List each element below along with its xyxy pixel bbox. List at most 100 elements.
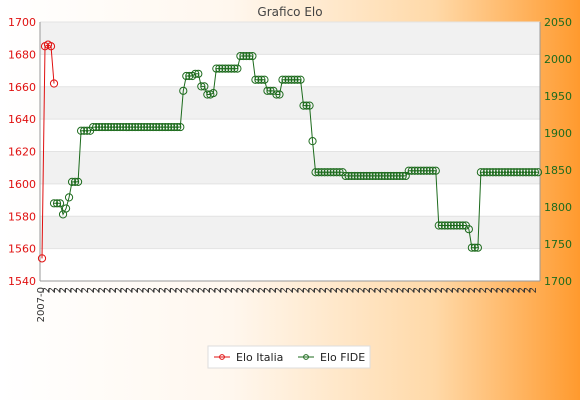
x-tick-label: 2 — [290, 287, 301, 293]
data-point — [332, 168, 341, 177]
chart-legend: Elo Italia Elo FIDE — [207, 345, 371, 369]
data-point — [521, 168, 531, 177]
data-point — [428, 166, 437, 175]
data-point — [383, 171, 392, 181]
data-point — [140, 122, 149, 132]
x-tick-label: 2 — [307, 287, 318, 293]
x-tick-label: 2 — [163, 287, 174, 293]
data-point — [413, 166, 422, 175]
data-point — [449, 221, 458, 230]
legend-swatch-marker — [303, 354, 309, 360]
data-point — [191, 69, 200, 78]
data-point — [73, 177, 83, 186]
data-point — [70, 177, 80, 186]
x-tick-label: 2 — [224, 287, 235, 293]
data-point — [377, 171, 386, 181]
data-point — [356, 171, 365, 181]
data-point — [125, 122, 134, 132]
x-tick-label: 2 — [102, 287, 113, 293]
data-point — [368, 171, 377, 181]
x-tick-label: 2 — [53, 287, 64, 293]
x-tick-label: 2 — [440, 287, 451, 293]
grid-band — [40, 22, 540, 55]
y-left-tick-label: 1660 — [8, 81, 36, 94]
x-tick-label: 2 — [169, 287, 180, 293]
data-point — [55, 199, 65, 208]
data-point — [239, 51, 248, 61]
data-point — [37, 254, 47, 263]
data-point — [254, 75, 263, 84]
x-tick-label: 2 — [478, 287, 489, 293]
data-point — [227, 64, 236, 73]
legend-label: Elo Italia — [236, 351, 283, 364]
data-point — [404, 166, 413, 175]
data-point — [455, 221, 464, 230]
data-point — [218, 64, 227, 73]
data-point — [512, 168, 522, 177]
data-point — [482, 168, 491, 177]
data-point — [67, 177, 77, 186]
data-point — [248, 51, 257, 61]
data-point — [170, 122, 179, 132]
x-tick-label: 2 — [91, 287, 102, 293]
data-point — [314, 168, 323, 177]
x-tick-label: 2 — [301, 287, 312, 293]
data-point — [224, 64, 233, 73]
chart-title: Grafico Elo — [257, 5, 322, 19]
data-point — [509, 168, 519, 177]
x-tick-label: 2 — [473, 287, 484, 293]
data-point — [371, 171, 380, 181]
data-point — [458, 221, 467, 230]
data-point — [134, 122, 143, 132]
data-point — [233, 64, 242, 73]
y-right-tick-label: 1750 — [544, 238, 572, 251]
x-tick-label: 2 — [263, 287, 274, 293]
data-point — [308, 137, 317, 146]
data-point — [155, 122, 164, 132]
data-point — [131, 122, 140, 132]
x-tick-label: 2 — [274, 287, 285, 293]
x-tick-label: 2 — [523, 287, 534, 293]
data-point — [158, 122, 167, 132]
x-tick-label: 2 — [152, 287, 163, 293]
data-point — [230, 64, 239, 73]
x-tick-label: 2 — [423, 287, 434, 293]
data-point — [281, 75, 290, 84]
data-point — [503, 168, 513, 177]
data-point — [113, 122, 122, 132]
data-point — [92, 122, 101, 132]
data-point — [95, 122, 104, 132]
data-point — [146, 122, 155, 132]
data-point — [320, 168, 329, 177]
data-point — [467, 243, 476, 252]
x-tick-label: 2 — [373, 287, 384, 293]
y-right-tick-label: 1700 — [544, 275, 572, 288]
x-tick-label: 2 — [489, 287, 500, 293]
data-point — [443, 221, 452, 230]
data-point — [326, 168, 335, 177]
x-tick-label: 2 — [484, 287, 495, 293]
x-tick-label: 2 — [412, 287, 423, 293]
data-point — [350, 171, 359, 181]
data-point — [137, 122, 146, 132]
data-point — [527, 168, 537, 177]
y-right-tick-label: 2050 — [544, 16, 572, 29]
x-tick-label: 2 — [185, 287, 196, 293]
series-layer — [37, 40, 543, 263]
data-point — [212, 64, 221, 73]
x-tick-label: 2 — [329, 287, 340, 293]
x-tick-label: 2 — [451, 287, 462, 293]
data-point — [425, 166, 434, 175]
x-tick-label: 2 — [64, 287, 75, 293]
data-point — [434, 221, 443, 230]
y-left-tick-label: 1680 — [8, 48, 36, 61]
x-tick-label: 2 — [252, 287, 263, 293]
data-point — [365, 171, 374, 181]
data-point — [353, 171, 362, 181]
grid-band — [40, 216, 540, 249]
data-point — [398, 171, 407, 181]
data-point — [49, 199, 59, 208]
data-point — [182, 71, 191, 81]
data-point — [341, 171, 350, 181]
